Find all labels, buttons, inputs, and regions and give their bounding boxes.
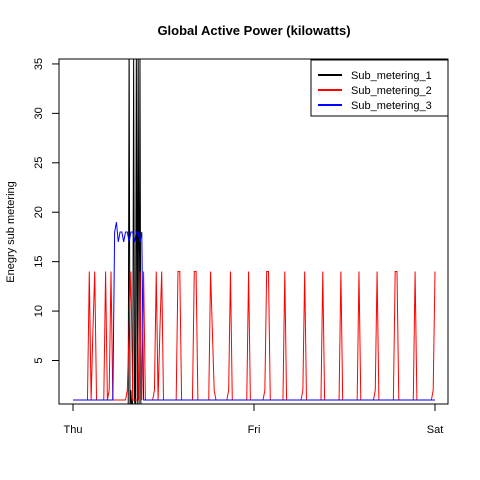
series-line-3: [73, 222, 435, 401]
legend-label-1: Sub_metering_1: [351, 70, 432, 82]
legend: Sub_metering_1 Sub_metering_2 Sub_metering…: [310, 59, 449, 117]
y-tick-label-5: 25: [33, 157, 45, 169]
y-tick-label-4: 20: [33, 206, 45, 218]
x-tick-label-1: Thu: [64, 424, 83, 436]
y-axis: 5 10 15 20 25 30 35: [33, 58, 60, 364]
series-line-2: [73, 271, 436, 401]
y-tick-label-3: 15: [33, 256, 45, 268]
plot-area: [73, 59, 436, 404]
y-tick-label-6: 30: [33, 107, 45, 119]
legend-box: [310, 59, 449, 117]
legend-label-2: Sub_metering_2: [351, 85, 432, 97]
x-tick-label-3: Sat: [427, 424, 444, 436]
x-tick-label-2: Fri: [248, 424, 261, 436]
chart-title: Global Active Power (kilowatts): [157, 23, 350, 38]
y-tick-label-2: 10: [33, 305, 45, 317]
y-axis-label: Enegry sub metering: [5, 181, 17, 283]
x-axis: Thu Fri Sat: [64, 403, 444, 436]
legend-label-3: Sub_metering_3: [351, 100, 432, 112]
y-tick-label-7: 35: [33, 58, 45, 70]
y-tick-label-1: 5: [33, 357, 45, 363]
series-layer: [73, 59, 436, 404]
